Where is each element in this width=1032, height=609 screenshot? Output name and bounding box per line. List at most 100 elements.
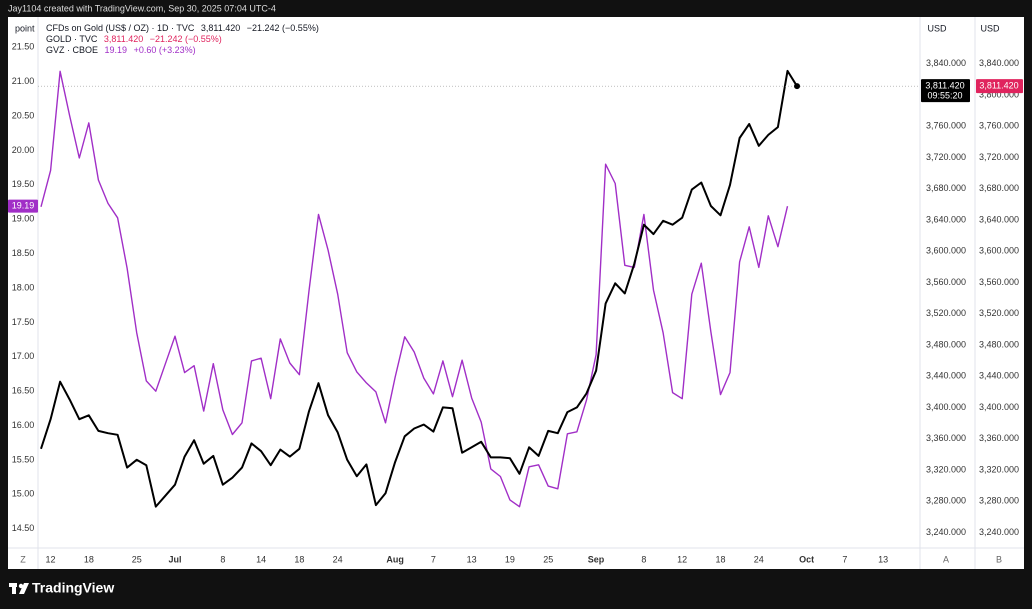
title-change: −21.242 (−0.55%) (247, 23, 319, 33)
y2-tick-label: 3,320.000 (979, 464, 1019, 474)
y-tick-label: 17.00 (12, 351, 35, 361)
brand: TradingView (32, 580, 114, 596)
y2-tick-label: 3,440.000 (979, 371, 1019, 381)
y2-tick-label: 3,320.000 (926, 464, 966, 474)
y-tick-label: 19.00 (12, 214, 35, 224)
x-tick-label: 24 (333, 554, 343, 564)
y2-tick-label: 3,720.000 (979, 152, 1019, 162)
legend-price: 19.19 (105, 45, 128, 55)
y-tick-label: 15.50 (12, 454, 35, 464)
y2-tick-label: 3,600.000 (926, 246, 966, 256)
x-tick-label: 24 (754, 554, 764, 564)
legend-entry: GVZ · CBOE 19.19 +0.60 (+3.23%) (46, 45, 196, 55)
y2-tick-label: 3,800.000 (979, 89, 1019, 99)
y2-tick-label: 3,680.000 (926, 183, 966, 193)
y2-tick-label: 3,440.000 (926, 371, 966, 381)
x-tick-label: 18 (84, 554, 94, 564)
y2-tick-label: 3,600.000 (979, 246, 1019, 256)
y2-tick-label: 3,520.000 (979, 308, 1019, 318)
price-tag (8, 199, 38, 213)
series-name: GOLD · TVC (46, 34, 98, 44)
price-tag (921, 79, 970, 103)
y2-tick-label: 3,640.000 (979, 214, 1019, 224)
y-tick-label: 18.00 (12, 282, 35, 292)
logo (9, 583, 29, 594)
price-tag-label: 19.19 (12, 201, 35, 211)
series-line (40, 70, 789, 508)
auto-button[interactable]: B (996, 554, 1002, 564)
credit: Jay1104 created with TradingView.com, Se… (8, 3, 276, 13)
y2-tick-label: 3,840.000 (926, 58, 966, 68)
x-tick-label: Aug (386, 554, 404, 564)
y-tick-label: 17.50 (12, 317, 35, 327)
logo-shape (18, 583, 24, 589)
y2-tick-label: 3,400.000 (979, 402, 1019, 412)
y-tick-label: 20.50 (12, 110, 35, 120)
y-tick-label: 19.50 (12, 179, 35, 189)
last-point (794, 83, 801, 90)
x-tick-label: 18 (715, 554, 725, 564)
y2-tick-label: 3,400.000 (926, 402, 966, 412)
series-line (40, 69, 798, 508)
y-tick-label: 15.00 (12, 489, 35, 499)
y2-tick-label: 3,560.000 (979, 277, 1019, 287)
y2-tick-label: 3,520.000 (926, 308, 966, 318)
x-tick-label: 18 (294, 554, 304, 564)
logo-shape (19, 583, 29, 594)
y2-tick-label: 3,480.000 (979, 339, 1019, 349)
series-name: GVZ · CBOE (46, 45, 98, 55)
y-unit: point (15, 23, 35, 33)
price-tag-label: 3,811.420 (979, 81, 1018, 91)
y2-tick-label: 3,280.000 (926, 496, 966, 506)
price-tag-time: 09:55:20 (927, 91, 962, 101)
zoom-button[interactable]: Z (20, 554, 26, 564)
y2-tick-label: 3,760.000 (979, 121, 1019, 131)
y2-unit: USD (927, 23, 947, 33)
x-tick-label: 19 (505, 554, 515, 564)
y2-tick-label: 3,360.000 (979, 433, 1019, 443)
y2-tick-label: 3,280.000 (979, 496, 1019, 506)
y2-tick-label: 3,360.000 (926, 433, 966, 443)
x-tick-label: Oct (799, 554, 814, 564)
logo-shape (12, 583, 16, 594)
y2-tick-label: 3,640.000 (926, 214, 966, 224)
auto-button[interactable]: A (943, 554, 949, 564)
x-tick-label: 13 (467, 554, 477, 564)
x-tick-label: 25 (132, 554, 142, 564)
y2-unit: USD (980, 23, 1000, 33)
y-tick-label: 21.00 (12, 76, 35, 86)
y2-tick-label: 3,240.000 (926, 527, 966, 537)
y-tick-label: 18.50 (12, 248, 35, 258)
y2-tick-label: 3,680.000 (979, 183, 1019, 193)
price-tag (976, 79, 1023, 94)
price-tag-label: 3,811.420 (925, 81, 964, 91)
x-tick-label: 7 (842, 554, 847, 564)
y2-tick-label: 3,840.000 (979, 58, 1019, 68)
x-tick-label: Jul (168, 554, 181, 564)
x-tick-label: 13 (878, 554, 888, 564)
x-tick-label: 12 (46, 554, 56, 564)
x-tick-label: 7 (431, 554, 436, 564)
legend-title: CFDs on Gold (US$ / OZ) · 1D · TVC 3,811… (46, 23, 319, 33)
y-tick-label: 14.50 (12, 523, 35, 533)
y2-tick-label: 3,240.000 (979, 527, 1019, 537)
y-tick-label: 20.00 (12, 145, 35, 155)
y2-tick-label: 3,480.000 (926, 339, 966, 349)
legend-change: +0.60 (+3.23%) (134, 45, 196, 55)
x-tick-label: 8 (220, 554, 225, 564)
x-tick-label: 8 (641, 554, 646, 564)
title: CFDs on Gold (US$ / OZ) · 1D · TVC (46, 23, 195, 33)
title-price: 3,811.420 (201, 23, 240, 33)
y-tick-label: 16.00 (12, 420, 35, 430)
y2-tick-label: 3,560.000 (926, 277, 966, 287)
y2-tick-label: 3,760.000 (926, 121, 966, 131)
y-tick-label: 21.50 (12, 42, 35, 52)
chart-area (8, 17, 1024, 569)
legend-entry: GOLD · TVC 3,811.420 −21.242 (−0.55%) (46, 34, 222, 44)
y2-tick-label: 3,720.000 (926, 152, 966, 162)
legend-price: 3,811.420 (104, 34, 143, 44)
x-tick-label: 14 (256, 554, 266, 564)
x-tick-label: 12 (677, 554, 687, 564)
legend-change: −21.242 (−0.55%) (150, 34, 222, 44)
